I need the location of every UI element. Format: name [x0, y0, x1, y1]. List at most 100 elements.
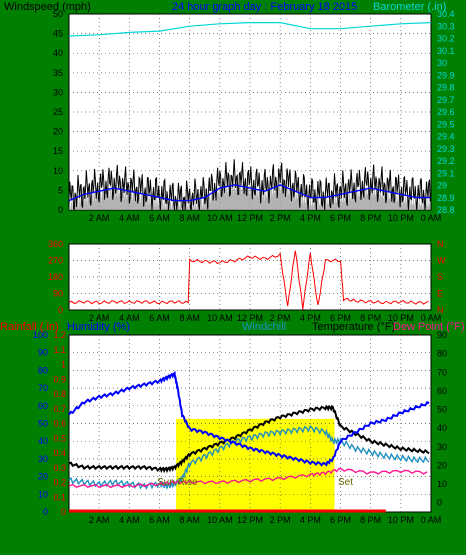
x-tick-label: 10 AM — [207, 213, 233, 223]
x-tick-label: 12 PM — [237, 313, 263, 323]
x-tick-label: 8 AM — [179, 313, 200, 323]
temperature-tick-label: 80 — [437, 349, 447, 359]
x-tick-label: 8 PM — [360, 313, 381, 323]
barometer-tick-label: 29.5 — [437, 119, 455, 129]
windspeed-tick-label: 25 — [53, 107, 63, 117]
compass-tick-label: W — [437, 256, 446, 266]
rainfall-tick-label: 0.5 — [53, 433, 66, 443]
temperature-tick-label: 70 — [437, 367, 447, 377]
barometer-tick-label: 29.1 — [437, 168, 455, 178]
humidity-tick-label: 50 — [38, 419, 48, 429]
humidity-tick-label: 90 — [38, 348, 48, 358]
humidity-tick-label: 100 — [33, 330, 48, 340]
x-tick-label: 6 AM — [149, 515, 170, 525]
rainfall-tick-label: 1.2 — [53, 330, 66, 340]
wind-direction-line — [68, 250, 429, 310]
temperature-tick-label: 40 — [437, 423, 447, 433]
rainfall-tick-label: 1 — [61, 360, 66, 370]
temperature-line — [68, 404, 430, 474]
temperature-tick-label: 0 — [437, 498, 442, 508]
humidity-tick-label: 60 — [38, 401, 48, 411]
barometer-tick-label: 30 — [437, 58, 447, 68]
barometer-tick-label: 29 — [437, 181, 447, 191]
x-tick-label: 2 AM — [89, 213, 110, 223]
direction-tick-label: 90 — [53, 289, 63, 299]
temperature-tick-label: 30 — [437, 442, 447, 452]
x-tick-label: 12 PM — [237, 515, 263, 525]
windspeed-tick-label: 50 — [53, 9, 63, 19]
windspeed-tick-label: 15 — [53, 146, 63, 156]
x-tick-label: 10 AM — [207, 313, 233, 323]
rainfall-tick-label: 1.1 — [53, 345, 66, 355]
windspeed-tick-label: 20 — [53, 127, 63, 137]
rainfall-tick-label: 0.3 — [53, 463, 66, 473]
humidity-tick-label: 30 — [38, 454, 48, 464]
temperature-tick-label: 90 — [437, 330, 447, 340]
wind-gust-area — [69, 179, 431, 210]
x-tick-label: 8 AM — [179, 213, 200, 223]
windspeed-tick-label: 10 — [53, 166, 63, 176]
windspeed-axis-title: Windspeed (mph) — [4, 1, 91, 13]
windspeed-tick-label: 5 — [58, 185, 63, 195]
humidity-tick-label: 10 — [38, 489, 48, 499]
barometer-axis-title: Barometer (.in) — [373, 1, 446, 13]
barometer-tick-label: 29.7 — [437, 95, 455, 105]
x-tick-label: 0 AM — [421, 213, 442, 223]
temperature-legend: Temperature (°F) — [312, 321, 395, 333]
windspeed-tick-label: 35 — [53, 68, 63, 78]
rainfall-tick-label: 0 — [61, 507, 66, 517]
barometer-tick-label: 28.9 — [437, 193, 455, 203]
rainfall-tick-label: 0.1 — [53, 492, 66, 502]
x-tick-label: 4 PM — [300, 213, 321, 223]
humidity-tick-label: 70 — [38, 383, 48, 393]
temperature-tick-label: 60 — [437, 386, 447, 396]
x-tick-label: 4 AM — [119, 313, 140, 323]
x-tick-label: 6 PM — [330, 313, 351, 323]
x-tick-label: 10 AM — [207, 515, 233, 525]
x-tick-label: 4 PM — [300, 515, 321, 525]
daylight-area — [176, 418, 335, 512]
x-tick-label: 4 PM — [300, 313, 321, 323]
wind-average-line — [68, 184, 431, 202]
windspeed-tick-label: 45 — [53, 29, 63, 39]
x-tick-label: 2 PM — [270, 313, 291, 323]
barometer-tick-label: 30.1 — [437, 46, 455, 56]
x-tick-label: 2 PM — [270, 515, 291, 525]
temperature-tick-label: 10 — [437, 479, 447, 489]
direction-tick-label: 180 — [48, 272, 63, 282]
windspeed-tick-label: 30 — [53, 87, 63, 97]
x-tick-label: 10 PM — [388, 313, 414, 323]
rainfall-tick-label: 0.2 — [53, 478, 66, 488]
dewpoint-line — [68, 467, 428, 489]
x-tick-label: 8 PM — [360, 515, 381, 525]
barometer-tick-label: 29.9 — [437, 70, 455, 80]
x-tick-label: 2 PM — [270, 213, 291, 223]
rainfall-axis-title: Rainfall (.in) — [0, 321, 59, 333]
barometer-tick-label: 29.6 — [437, 107, 455, 117]
barometer-tick-label: 29.3 — [437, 144, 455, 154]
x-tick-label: 6 AM — [149, 213, 170, 223]
rainfall-tick-label: 0.4 — [53, 448, 66, 458]
direction-tick-label: 360 — [48, 239, 63, 249]
barometer-tick-label: 29.2 — [437, 156, 455, 166]
windchill-legend: Windchill — [242, 321, 286, 333]
x-tick-label: 6 PM — [330, 515, 351, 525]
barometer-tick-label: 29.8 — [437, 83, 455, 93]
x-tick-label: 6 AM — [149, 313, 170, 323]
x-tick-label: 4 AM — [119, 213, 140, 223]
barometer-tick-label: 30.3 — [437, 21, 455, 31]
x-tick-label: 10 PM — [388, 213, 414, 223]
windspeed-line — [68, 159, 431, 211]
direction-tick-label: 270 — [48, 256, 63, 266]
direction-tick-label: 0 — [58, 305, 63, 315]
x-tick-label: 8 AM — [179, 515, 200, 525]
windspeed-tick-label: 40 — [53, 48, 63, 58]
barometer-line — [68, 22, 432, 37]
x-tick-label: 4 AM — [119, 515, 140, 525]
rainfall-tick-label: 0.7 — [53, 404, 66, 414]
rainfall-tick-label: 0.6 — [53, 419, 66, 429]
x-tick-label: 2 AM — [89, 313, 110, 323]
windspeed-tick-label: 0 — [58, 205, 63, 215]
humidity-tick-label: 80 — [38, 365, 48, 375]
